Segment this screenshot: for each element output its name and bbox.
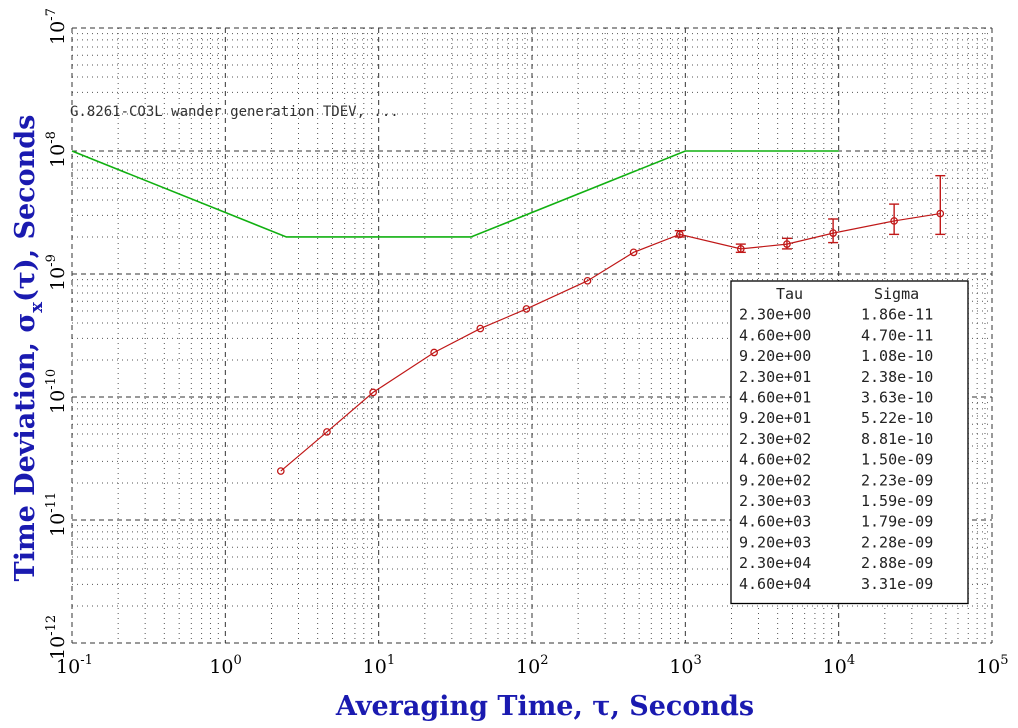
table-cell-sigma: 2.28e-09 — [861, 533, 933, 551]
y-tick-label: 10-12 — [44, 615, 69, 660]
data-point — [629, 248, 638, 257]
y-tick-label: 10-10 — [44, 369, 69, 414]
table-cell-tau: 2.30e+03 — [739, 492, 811, 510]
table-cell-tau: 2.30e+01 — [739, 368, 811, 386]
table-cell-tau: 4.60e+02 — [739, 451, 811, 469]
data-point — [430, 348, 438, 357]
table-cell-sigma: 2.88e-09 — [861, 554, 933, 572]
table-cell-sigma: 4.70e-11 — [861, 326, 933, 344]
data-point — [890, 217, 898, 225]
data-point — [276, 467, 285, 475]
table-cell-sigma: 1.50e-09 — [861, 451, 933, 469]
x-tick-label: 10-1 — [56, 653, 93, 678]
tick-labels: 10-1 100 101 102 103 104 105 10-12 10-11 10-10 10-… — [44, 8, 1008, 678]
series-line — [280, 212, 941, 472]
x-tick-label: 101 — [363, 653, 395, 678]
data-point — [936, 209, 945, 218]
x-tick-label: 104 — [823, 653, 855, 678]
data-point — [829, 229, 837, 237]
y-tick-label: 10-9 — [44, 254, 69, 291]
y-tick-label: 10-11 — [44, 492, 69, 537]
tdev-mask — [71, 150, 839, 238]
tdev-series — [276, 174, 946, 475]
table-cell-sigma: 1.86e-11 — [861, 306, 933, 324]
table-cell-tau: 2.30e+04 — [739, 554, 811, 572]
table-cell-sigma: 2.38e-10 — [861, 368, 933, 386]
y-tick-label: 10-7 — [44, 8, 69, 45]
data-point — [476, 324, 485, 333]
table-cell-tau: 4.60e+04 — [739, 575, 811, 593]
x-tick-label: 100 — [209, 653, 241, 678]
table-cell-tau: 9.20e+01 — [739, 409, 811, 427]
table-header-sigma: Sigma — [874, 285, 919, 303]
x-tick-label: 102 — [516, 653, 548, 678]
table-cell-tau: 4.60e+03 — [739, 513, 811, 531]
data-point — [675, 230, 684, 239]
table-cell-tau: 9.20e+03 — [739, 533, 811, 551]
table-cell-tau: 4.60e+00 — [739, 326, 811, 344]
table-cell-sigma: 1.79e-09 — [861, 513, 933, 531]
y-tick-label: 10-8 — [44, 131, 69, 168]
data-table: Tau Sigma 2.30e+00 1.86e-11 4.60e+00 4.70e-11… — [730, 280, 969, 605]
table-cell-sigma: 8.81e-10 — [861, 430, 933, 448]
x-axis-label: Averaging Time, τ, Seconds — [335, 691, 754, 722]
data-table-box — [730, 280, 969, 605]
table-cell-sigma: 3.63e-10 — [861, 389, 933, 407]
data-point — [323, 428, 331, 436]
y-axis-label: Time Deviation, σx(τ), Seconds — [10, 115, 47, 582]
x-tick-label: 105 — [976, 653, 1008, 678]
data-point — [583, 276, 592, 285]
data-point — [369, 388, 377, 397]
data-point — [736, 245, 745, 253]
chart-annotation: G.8261-CO3L wander generation TDEV, ... — [70, 104, 399, 120]
x-tick-label: 103 — [669, 653, 701, 678]
mask-line — [71, 150, 839, 238]
data-point — [783, 240, 791, 248]
table-cell-sigma: 2.23e-09 — [861, 471, 933, 489]
table-cell-tau: 2.30e+02 — [739, 430, 811, 448]
table-cell-tau: 2.30e+00 — [739, 306, 811, 324]
table-cell-tau: 9.20e+02 — [739, 471, 811, 489]
table-cell-sigma: 1.59e-09 — [861, 492, 933, 510]
table-cell-sigma: 1.08e-10 — [861, 347, 933, 365]
data-point — [522, 305, 531, 313]
table-cell-sigma: 5.22e-10 — [861, 409, 933, 427]
table-cell-sigma: 3.31e-09 — [861, 575, 933, 593]
table-cell-tau: 4.60e+01 — [739, 389, 811, 407]
table-cell-tau: 9.20e+00 — [739, 347, 811, 365]
table-header-tau: Tau — [776, 285, 803, 303]
